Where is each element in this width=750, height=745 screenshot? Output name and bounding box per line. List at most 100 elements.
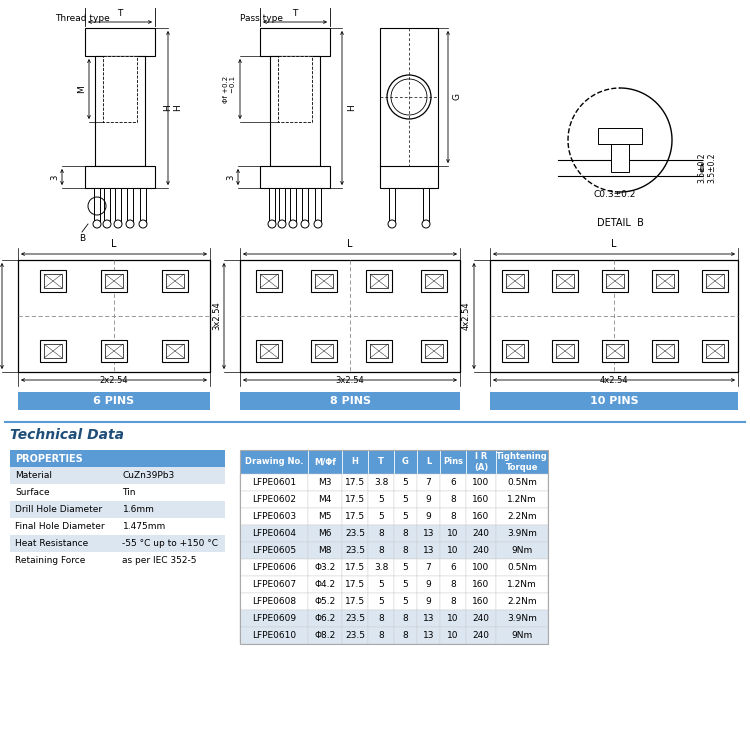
Bar bbox=[256, 270, 282, 292]
Text: M5: M5 bbox=[318, 512, 332, 521]
Text: 13: 13 bbox=[423, 529, 434, 538]
Bar bbox=[368, 491, 394, 508]
Bar bbox=[10, 552, 225, 569]
Circle shape bbox=[268, 220, 276, 228]
Text: 10: 10 bbox=[447, 631, 459, 640]
Text: 0.5Nm: 0.5Nm bbox=[507, 478, 537, 487]
Bar bbox=[380, 28, 438, 188]
Bar bbox=[496, 450, 548, 474]
Bar bbox=[10, 501, 225, 518]
Bar bbox=[311, 270, 337, 292]
Bar bbox=[656, 344, 674, 358]
Text: C0.3±0.2: C0.3±0.2 bbox=[594, 190, 636, 199]
Text: 8: 8 bbox=[450, 495, 456, 504]
Text: PROPERTIES: PROPERTIES bbox=[15, 454, 82, 463]
Text: T: T bbox=[117, 9, 123, 18]
Text: 23.5: 23.5 bbox=[345, 546, 365, 555]
Text: T: T bbox=[292, 9, 298, 18]
Text: 1.475mm: 1.475mm bbox=[122, 522, 166, 531]
Bar bbox=[466, 593, 496, 610]
Text: 2.2Nm: 2.2Nm bbox=[507, 597, 537, 606]
Bar bbox=[466, 542, 496, 559]
Bar bbox=[166, 344, 184, 358]
Text: 5: 5 bbox=[403, 495, 408, 504]
Bar bbox=[260, 274, 278, 288]
Bar bbox=[140, 188, 146, 224]
Text: Material: Material bbox=[15, 471, 52, 480]
Bar bbox=[496, 542, 548, 559]
Bar bbox=[105, 274, 123, 288]
Text: 160: 160 bbox=[472, 580, 490, 589]
Bar bbox=[611, 144, 629, 172]
Bar bbox=[466, 491, 496, 508]
Text: 17.5: 17.5 bbox=[345, 597, 365, 606]
Text: 5: 5 bbox=[378, 597, 384, 606]
Bar bbox=[466, 474, 496, 491]
Bar bbox=[44, 344, 62, 358]
Circle shape bbox=[103, 220, 111, 228]
Text: -55 °C up to +150 °C: -55 °C up to +150 °C bbox=[122, 539, 218, 548]
Bar bbox=[127, 188, 133, 224]
Bar bbox=[440, 474, 466, 491]
Bar bbox=[466, 525, 496, 542]
Bar bbox=[342, 491, 368, 508]
Bar bbox=[342, 525, 368, 542]
Bar bbox=[368, 627, 394, 644]
Bar bbox=[425, 274, 443, 288]
Bar bbox=[101, 340, 127, 362]
Bar bbox=[466, 508, 496, 525]
Bar bbox=[18, 260, 210, 372]
Bar bbox=[342, 627, 368, 644]
Bar bbox=[260, 344, 278, 358]
Text: L: L bbox=[111, 239, 117, 249]
Text: as per IEC 352-5: as per IEC 352-5 bbox=[122, 556, 197, 565]
Bar bbox=[85, 166, 155, 188]
Text: 8: 8 bbox=[450, 597, 456, 606]
Bar bbox=[602, 340, 628, 362]
Text: 100: 100 bbox=[472, 563, 490, 572]
Bar bbox=[40, 340, 66, 362]
Bar bbox=[440, 508, 466, 525]
Bar bbox=[368, 593, 394, 610]
Bar bbox=[417, 525, 440, 542]
Circle shape bbox=[93, 220, 101, 228]
Bar bbox=[40, 270, 66, 292]
Text: 13: 13 bbox=[423, 631, 434, 640]
Bar bbox=[366, 270, 392, 292]
Text: 0.5Nm: 0.5Nm bbox=[507, 563, 537, 572]
Text: 17.5: 17.5 bbox=[345, 478, 365, 487]
Bar bbox=[308, 559, 342, 576]
Bar bbox=[342, 610, 368, 627]
Text: 4x2.54: 4x2.54 bbox=[462, 302, 471, 330]
Text: 8 PINS: 8 PINS bbox=[329, 396, 370, 406]
Bar bbox=[652, 340, 678, 362]
Bar bbox=[311, 340, 337, 362]
Bar bbox=[94, 188, 100, 224]
Bar bbox=[104, 188, 110, 224]
Text: 17.5: 17.5 bbox=[345, 580, 365, 589]
Bar bbox=[308, 576, 342, 593]
Text: 9: 9 bbox=[426, 495, 431, 504]
Text: Φf +0.2
    −0.1: Φf +0.2 −0.1 bbox=[223, 75, 236, 103]
Bar bbox=[502, 340, 528, 362]
Text: Final Hole Diameter: Final Hole Diameter bbox=[15, 522, 104, 531]
Text: DETAIL  B: DETAIL B bbox=[596, 218, 644, 228]
Bar bbox=[496, 610, 548, 627]
Bar bbox=[240, 525, 308, 542]
Text: LFPE0604: LFPE0604 bbox=[252, 529, 296, 538]
Text: Φ6.2: Φ6.2 bbox=[314, 614, 336, 623]
Bar bbox=[18, 392, 210, 410]
Bar bbox=[370, 344, 388, 358]
Bar bbox=[308, 542, 342, 559]
Bar bbox=[240, 474, 308, 491]
Text: Retaining Force: Retaining Force bbox=[15, 556, 86, 565]
Bar bbox=[394, 627, 417, 644]
Text: 8: 8 bbox=[403, 529, 408, 538]
Bar bbox=[308, 593, 342, 610]
Bar bbox=[315, 274, 333, 288]
Bar bbox=[368, 559, 394, 576]
Bar bbox=[702, 270, 728, 292]
Text: 240: 240 bbox=[472, 529, 490, 538]
Bar bbox=[269, 188, 275, 224]
Text: 160: 160 bbox=[472, 597, 490, 606]
